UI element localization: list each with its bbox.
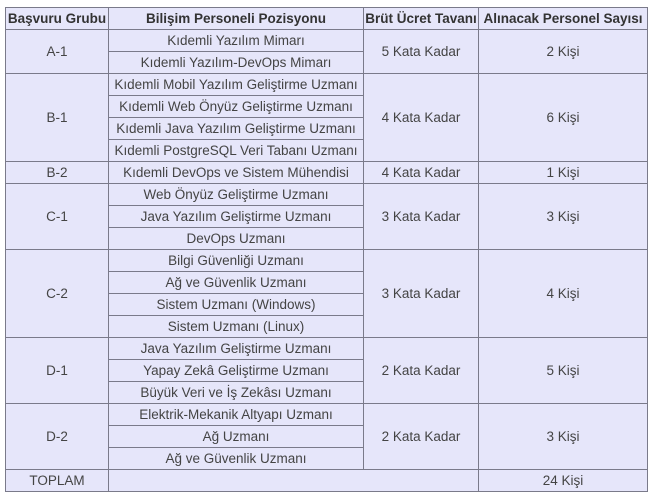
total-empty [108, 469, 479, 492]
position-cell: DevOps Uzmanı [108, 227, 364, 250]
header-position: Bilişim Personeli Pozisyonu [108, 7, 364, 30]
group-cell: A-1 [5, 29, 109, 74]
count-cell: 5 Kişi [478, 337, 648, 404]
position-cell: Kıdemli Java Yazılım Geliştirme Uzmanı [108, 117, 364, 140]
position-cell: Sistem Uzmanı (Linux) [108, 315, 364, 338]
table-row: B-1 Kıdemli Mobil Yazılım Geliştirme Uzma… [5, 73, 648, 162]
position-cell: Kıdemli DevOps ve Sistem Mühendisi [108, 161, 364, 184]
group-cell: C-1 [5, 183, 109, 250]
header-row: Başvuru Grubu Bilişim Personeli Pozisyon… [5, 7, 648, 30]
table-row: Yapay Zekâ Geliştirme Uzmanı [6, 359, 648, 382]
group-cell: C-2 [5, 249, 109, 338]
position-cell: Elektrik-Mekanik Altyapı Uzmanı [108, 403, 364, 426]
position-cell: Kıdemli Yazılım Mimarı [108, 29, 364, 52]
total-count: 24 Kişi [478, 469, 648, 492]
total-row: TOPLAM 24 Kişi [5, 469, 648, 492]
table-row: Java Yazılım Geliştirme Uzmanı [6, 205, 648, 228]
table-row: Ağ ve Güvenlik Uzmanı [6, 447, 648, 470]
salary-cell: 3 Kata Kadar [363, 183, 479, 250]
header-group: Başvuru Grubu [5, 7, 109, 30]
header-salary: Brüt Ücret Tavanı [363, 7, 479, 30]
position-cell: Kıdemli Yazılım-DevOps Mimarı [108, 51, 364, 74]
position-cell: Kıdemli PostgreSQL Veri Tabanı Uzmanı [108, 139, 364, 162]
position-cell: Kıdemli Web Önyüz Geliştirme Uzmanı [108, 95, 364, 118]
count-cell: 6 Kişi [478, 73, 648, 162]
count-cell: 1 Kişi [478, 161, 648, 184]
table-row: Sistem Uzmanı (Linux) [6, 315, 648, 338]
count-cell: 2 Kişi [478, 29, 648, 74]
salary-cell: 4 Kata Kadar [363, 73, 479, 162]
salary-cell: 5 Kata Kadar [363, 29, 479, 74]
table-row: A-1 Kıdemli Yazılım Mimarı 5 Kata Kadar 2 K… [5, 29, 648, 74]
position-cell: Ağ Uzmanı [108, 425, 364, 448]
table-row: D-2 Elektrik-Mekanik Altyapı Uzmanı 2 Kata… [5, 403, 648, 470]
group-cell: B-1 [5, 73, 109, 162]
salary-cell: 3 Kata Kadar [363, 249, 479, 338]
group-cell: D-2 [5, 403, 109, 470]
position-cell: Java Yazılım Geliştirme Uzmanı [108, 205, 364, 228]
salary-cell: 4 Kata Kadar [363, 161, 479, 184]
group-cell: D-1 [5, 337, 109, 404]
position-cell: Java Yazılım Geliştirme Uzmanı [108, 337, 364, 360]
position-cell: Bilgi Güvenliği Uzmanı [108, 249, 364, 272]
positions-table: Başvuru Grubu Bilişim Personeli Pozisyon… [5, 7, 648, 492]
salary-cell: 2 Kata Kadar [363, 403, 479, 470]
position-cell: Ağ ve Güvenlik Uzmanı [108, 271, 364, 294]
salary-cell: 2 Kata Kadar [363, 337, 479, 404]
table-row: C-1 Web Önyüz Geliştirme Uzmanı 3 Kata Kad… [5, 183, 648, 250]
position-cell: Kıdemli Mobil Yazılım Geliştirme Uzmanı [108, 73, 364, 96]
position-cell: Büyük Veri ve İş Zekâsı Uzmanı [108, 381, 364, 404]
position-cell: Web Önyüz Geliştirme Uzmanı [108, 183, 364, 206]
position-cell: Sistem Uzmanı (Windows) [108, 293, 364, 316]
position-cell: Ağ ve Güvenlik Uzmanı [108, 447, 364, 470]
position-cell: Yapay Zekâ Geliştirme Uzmanı [108, 359, 364, 382]
count-cell: 3 Kişi [478, 183, 648, 250]
group-cell: B-2 [5, 161, 109, 184]
table-row: C-2 Bilgi Güvenliği Uzmanı 3 Kata Kadar 4 K… [5, 249, 648, 338]
count-cell: 3 Kişi [478, 403, 648, 470]
table-row: Kıdemli Yazılım-DevOps Mimarı [6, 51, 648, 74]
table-row: D-1 Java Yazılım Geliştirme Uzmanı 2 Kata … [5, 337, 648, 404]
table-row: B-2 Kıdemli DevOps ve Sistem Mühendisi 4 K… [5, 161, 648, 184]
header-count: Alınacak Personel Sayısı [478, 7, 648, 30]
total-label: TOPLAM [5, 469, 109, 492]
count-cell: 4 Kişi [478, 249, 648, 338]
